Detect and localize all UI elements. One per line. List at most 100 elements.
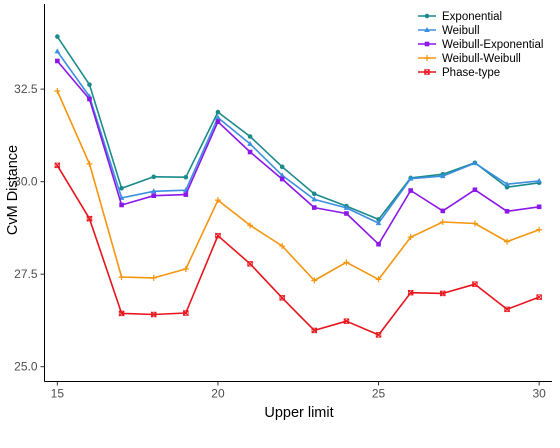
data-point-phase-type-outline [247, 261, 253, 267]
data-point-weibull-exponential [119, 202, 124, 208]
data-point-weibull-weibull [343, 259, 350, 266]
series-weibull-weibull [54, 87, 543, 284]
legend-item-weibull: Weibull [418, 25, 480, 37]
series-weibull-exponential [55, 58, 542, 247]
data-point-phase-type [407, 289, 414, 296]
series-line-exponential [56, 36, 540, 221]
data-point-phase-type-outline [536, 294, 542, 300]
data-point-phase-type [279, 294, 286, 301]
legend-key-marker [424, 27, 430, 32]
data-point-phase-type-outline [54, 162, 61, 169]
series-line-phase-type [56, 164, 540, 336]
data-point-weibull [215, 114, 221, 120]
data-point-phase-type [118, 310, 125, 317]
plot-area [54, 34, 543, 338]
data-point-phase-type-outline [311, 327, 318, 334]
data-point-weibull-weibull [536, 226, 543, 233]
x-tick-label: 25 [372, 387, 386, 401]
data-point-phase-type-outline [183, 310, 189, 316]
data-point-weibull-exponential [472, 187, 478, 193]
data-point-exponential [87, 82, 92, 87]
data-point-exponential [312, 191, 317, 197]
legend-label: Weibull-Weibull [442, 53, 521, 65]
data-point-weibull [472, 160, 478, 166]
data-point-weibull-weibull [471, 220, 478, 227]
x-ticks: 15 20 25 30 [51, 381, 546, 401]
y-tick-label: 27.5 [14, 267, 38, 281]
legend-key-marker [424, 55, 430, 61]
data-point-weibull-exponential [151, 193, 157, 199]
data-point-phase-type [311, 327, 318, 334]
data-point-phase-type-outline [504, 306, 510, 313]
data-point-weibull [375, 220, 382, 226]
x-tick-label: 30 [532, 387, 546, 401]
legend-key-marker [424, 69, 430, 75]
legend-label: Weibull-Exponential [442, 39, 543, 51]
legend-item-weibull-exponential: Weibull-Exponential [418, 39, 543, 51]
data-point-phase-type-outline [472, 281, 478, 287]
data-point-weibull [311, 196, 318, 202]
data-point-weibull [247, 140, 253, 146]
legend-key-marker [424, 13, 430, 19]
data-point-weibull [54, 48, 61, 54]
data-point-exponential [247, 134, 253, 139]
data-point-weibull-exponential [376, 241, 381, 247]
data-point-phase-type-outline [375, 332, 382, 338]
y-tick-label: 25.0 [14, 360, 38, 374]
data-point-phase-type [215, 232, 221, 239]
data-point-phase-type [54, 162, 61, 169]
data-point-weibull-weibull [214, 197, 221, 204]
series-phase-type [54, 162, 543, 338]
data-point-phase-type-outline [343, 318, 350, 324]
data-point-weibull-weibull [150, 274, 157, 281]
data-point-phase-type [471, 281, 478, 288]
series-line-weibull-weibull [56, 90, 540, 282]
data-point-phase-type-outline [215, 232, 221, 239]
data-point-weibull-exponential [312, 205, 317, 210]
legend-item-weibull-weibull: Weibull-Weibull [418, 53, 521, 65]
axes [44, 4, 552, 382]
data-point-phase-type [182, 310, 189, 316]
legend: Exponential Weibull Weibull-Exponential Wei… [418, 11, 543, 79]
data-point-phase-type [343, 318, 350, 325]
legend-label: Exponential [442, 11, 502, 23]
data-point-weibull-weibull [182, 265, 189, 272]
data-point-weibull-exponential [183, 192, 189, 197]
data-point-weibull-exponential [344, 211, 349, 216]
data-point-weibull-weibull [504, 238, 511, 245]
legend-key-marker-outline [424, 69, 430, 75]
data-point-weibull-weibull [247, 222, 254, 229]
y-tick-label: 32.5 [14, 82, 38, 96]
data-point-weibull-exponential [536, 204, 542, 210]
data-point-exponential [119, 186, 124, 191]
data-point-phase-type-outline [407, 289, 414, 296]
data-point-phase-type-outline [86, 215, 93, 222]
data-point-exponential [215, 109, 221, 115]
data-point-weibull-weibull [86, 160, 93, 167]
data-point-exponential [279, 164, 285, 170]
y-tick-label: 30.0 [14, 175, 38, 189]
series-line-weibull [56, 50, 540, 224]
series-line-weibull-exponential [56, 60, 540, 245]
data-point-weibull [279, 172, 285, 178]
data-point-phase-type-outline [151, 311, 157, 318]
legend-label: Phase-type [442, 67, 500, 79]
data-point-weibull [343, 204, 350, 210]
data-point-weibull-weibull [118, 274, 125, 281]
data-point-weibull [150, 188, 157, 194]
data-point-weibull-exponential [440, 208, 446, 214]
legend-item-phase-type: Phase-type [418, 67, 500, 79]
data-point-weibull-exponential [55, 58, 60, 64]
data-point-phase-type [150, 311, 157, 318]
data-point-exponential [151, 174, 157, 180]
data-point-weibull-exponential [408, 188, 413, 193]
data-point-weibull-weibull [375, 276, 382, 283]
data-point-exponential [183, 174, 189, 180]
legend-item-exponential: Exponential [418, 11, 502, 23]
data-point-weibull-exponential [87, 96, 92, 102]
data-point-exponential [55, 34, 60, 39]
data-point-phase-type [247, 260, 253, 267]
data-point-weibull-exponential [279, 176, 285, 182]
data-point-phase-type-outline [440, 290, 446, 297]
